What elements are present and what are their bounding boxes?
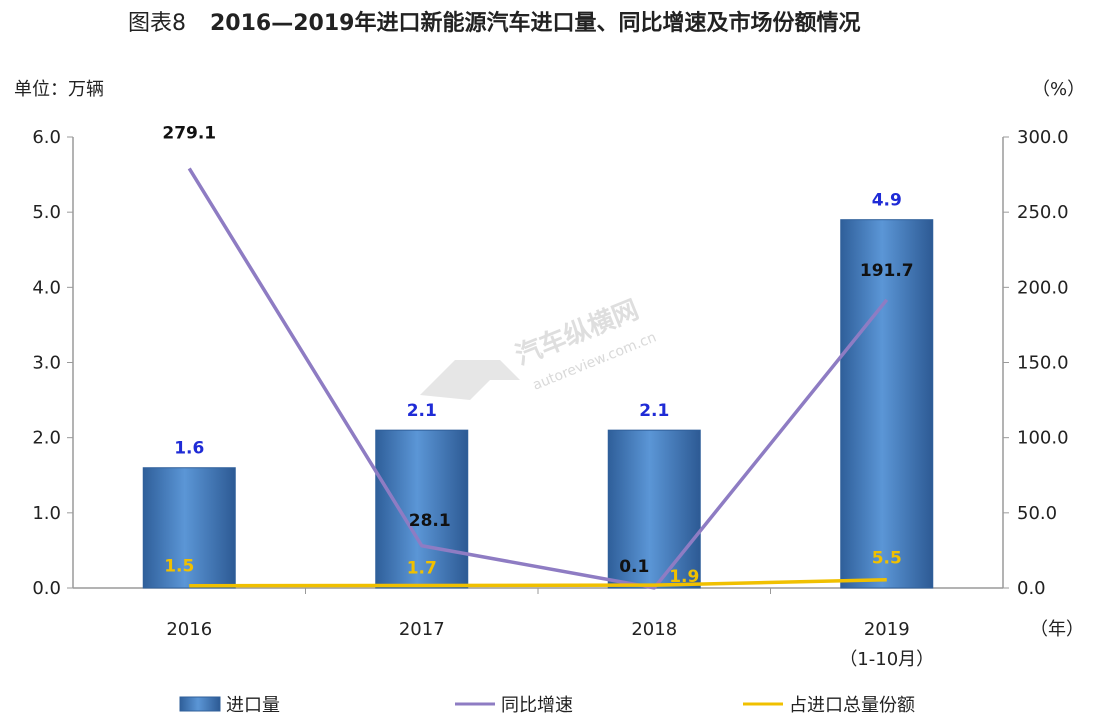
right-tick-label: 50.0 bbox=[1017, 503, 1057, 524]
data-labels: 1.6 2.1 2.1 4.9 279.1 28.1 0.1 191.7 1.5 1.7 1.9 5.… bbox=[162, 123, 913, 587]
right-axis-ticks: 300.0 250.0 200.0 150.0 100.0 50.0 0.0 bbox=[1003, 127, 1069, 599]
chart-title: 图表8 2016—2019年进口新能源汽车进口量、同比增速及市场份额情况 bbox=[128, 10, 860, 36]
x-tick-label: 2017 bbox=[399, 619, 445, 640]
growth-value-label: 0.1 bbox=[619, 557, 649, 577]
legend-item-growth: 同比增速 bbox=[455, 695, 573, 716]
legend-label-import-volume: 进口量 bbox=[226, 695, 280, 716]
share-value-label: 1.9 bbox=[669, 567, 699, 587]
watermark-logo-icon bbox=[420, 360, 520, 400]
legend-swatch-bar bbox=[179, 696, 221, 712]
left-tick-label: 6.0 bbox=[32, 127, 61, 148]
bar-value-label: 1.6 bbox=[174, 439, 204, 459]
left-tick-label: 1.0 bbox=[32, 503, 61, 524]
right-axis-unit: （%） bbox=[1032, 79, 1085, 100]
growth-value-label: 279.1 bbox=[162, 123, 216, 143]
left-tick-label: 0.0 bbox=[32, 578, 61, 599]
title-prefix: 图表8 bbox=[128, 11, 186, 36]
growth-value-label: 191.7 bbox=[860, 261, 914, 281]
growth-value-label: 28.1 bbox=[409, 511, 451, 531]
x-axis-ticks: 2016 2017 2018 2019 （1-10月） bbox=[166, 588, 934, 670]
left-tick-label: 5.0 bbox=[32, 202, 61, 223]
bar-value-label: 2.1 bbox=[639, 401, 669, 421]
share-value-label: 1.5 bbox=[164, 557, 194, 577]
x-tick-label: 2019 bbox=[864, 619, 910, 640]
bar-import-volume bbox=[142, 467, 236, 589]
share-line-series bbox=[189, 577, 887, 588]
right-tick-label: 300.0 bbox=[1017, 127, 1069, 148]
bar-import-volume bbox=[375, 429, 469, 589]
bar-import-volume bbox=[840, 219, 934, 589]
bar-value-label: 2.1 bbox=[407, 401, 437, 421]
right-tick-label: 0.0 bbox=[1017, 578, 1046, 599]
x-tick-label: 2016 bbox=[166, 619, 212, 640]
bar-value-label: 4.9 bbox=[872, 191, 902, 211]
x-tick-label: 2018 bbox=[631, 619, 677, 640]
share-value-label: 1.7 bbox=[407, 558, 437, 578]
right-tick-label: 100.0 bbox=[1017, 428, 1069, 449]
legend-item-share: 占进口总量份额 bbox=[743, 695, 915, 716]
title-main: 2016—2019年进口新能源汽车进口量、同比增速及市场份额情况 bbox=[210, 10, 860, 36]
x-axis-unit: （年） bbox=[1030, 619, 1084, 640]
bar-series bbox=[142, 219, 934, 589]
growth-line bbox=[187, 167, 889, 590]
share-line bbox=[189, 577, 887, 588]
legend-label-share: 占进口总量份额 bbox=[789, 695, 915, 716]
right-tick-label: 250.0 bbox=[1017, 202, 1069, 223]
watermark: 汽车纵横网 autoreview.com.cn bbox=[420, 294, 659, 400]
x-tick-sublabel: （1-10月） bbox=[839, 649, 934, 670]
left-tick-label: 4.0 bbox=[32, 277, 61, 298]
legend-label-growth: 同比增速 bbox=[501, 695, 573, 716]
right-tick-label: 200.0 bbox=[1017, 277, 1069, 298]
left-tick-label: 3.0 bbox=[32, 353, 61, 374]
left-axis-ticks: 6.0 5.0 4.0 3.0 2.0 1.0 0.0 bbox=[32, 127, 73, 599]
legend: 进口量 同比增速 占进口总量份额 bbox=[179, 695, 915, 716]
left-axis-unit: 单位：万辆 bbox=[14, 79, 104, 100]
growth-line-series bbox=[187, 167, 889, 590]
left-tick-label: 2.0 bbox=[32, 428, 61, 449]
share-value-label: 5.5 bbox=[872, 549, 902, 569]
legend-item-import-volume: 进口量 bbox=[179, 695, 280, 716]
right-tick-label: 150.0 bbox=[1017, 353, 1069, 374]
